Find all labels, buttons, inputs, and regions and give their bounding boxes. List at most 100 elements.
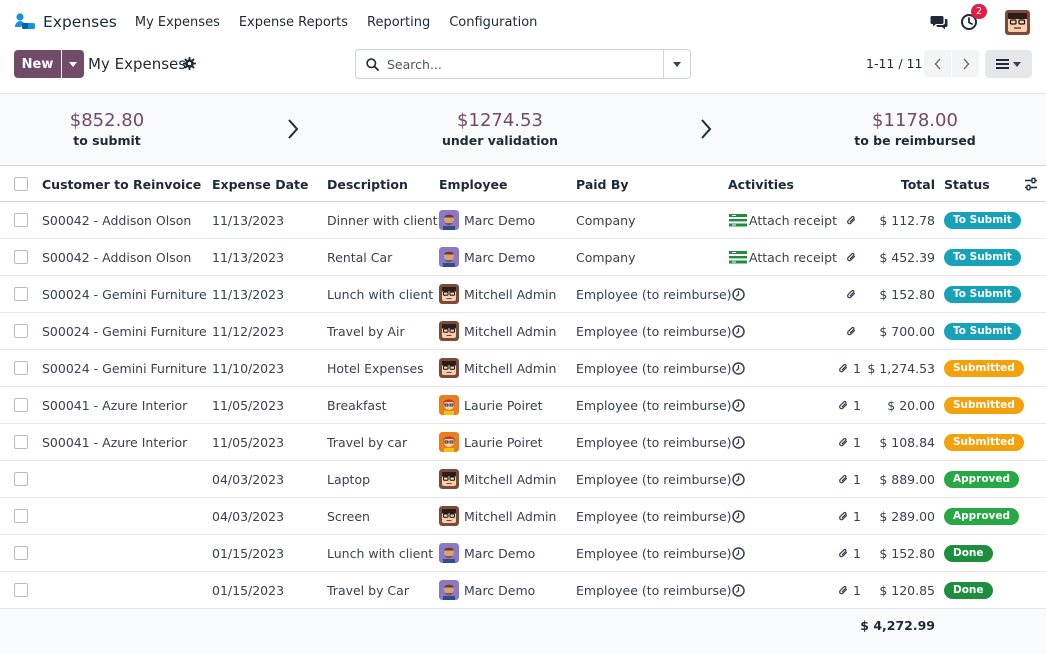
summary-label: to be reimbursed — [854, 133, 976, 148]
cell-attachments[interactable] — [846, 313, 857, 349]
row-checkbox[interactable] — [14, 472, 28, 486]
cell-activity[interactable] — [728, 572, 745, 608]
column-total[interactable]: Total — [900, 176, 935, 192]
cell-employee[interactable]: Marc Demo — [439, 535, 535, 571]
cell-attachments[interactable]: 1 — [838, 572, 861, 608]
cell-employee[interactable]: Laurie Poiret — [439, 424, 543, 460]
cell-employee[interactable]: Mitchell Admin — [439, 350, 556, 386]
menu-expense-reports[interactable]: Expense Reports — [238, 14, 349, 30]
cell-expense-date: 11/05/2023 — [212, 397, 285, 413]
new-dropdown-toggle[interactable] — [62, 50, 84, 78]
cell-activity[interactable] — [728, 276, 745, 312]
cell-employee[interactable]: Mitchell Admin — [439, 461, 556, 497]
cell-status: To Submit — [944, 276, 1021, 312]
cell-activity[interactable] — [728, 387, 745, 423]
pager-next-button[interactable] — [952, 50, 979, 77]
cell-attachments[interactable]: 1 — [838, 424, 861, 460]
table-row[interactable]: 01/15/2023 Lunch with client Marc Demo Empl… — [0, 535, 1046, 572]
row-checkbox[interactable] — [14, 546, 28, 560]
table-row[interactable]: S00042 - Addison Olson 11/13/2023 Dinner w… — [0, 202, 1046, 239]
summary-to-be-reimbursed[interactable]: $1178.00 to be reimbursed — [825, 94, 1005, 166]
table-row[interactable]: S00024 - Gemini Furniture 11/10/2023 Hotel… — [0, 350, 1046, 387]
activity-menu[interactable]: 2 — [960, 4, 987, 31]
chevron-right-icon — [962, 57, 970, 70]
cell-employee[interactable]: Marc Demo — [439, 572, 535, 608]
summary-under-validation[interactable]: $1274.53 under validation — [410, 94, 590, 166]
pager-value[interactable]: 1-11 / 11 — [866, 56, 923, 71]
cell-employee[interactable]: Marc Demo — [439, 202, 535, 238]
cell-activity[interactable] — [728, 498, 745, 534]
cell-employee[interactable]: Mitchell Admin — [439, 498, 556, 534]
summary-to-submit[interactable]: $852.80 to submit — [22, 94, 192, 166]
menu-my-expenses[interactable]: My Expenses — [134, 14, 220, 30]
table-row[interactable]: S00042 - Addison Olson 11/13/2023 Rental C… — [0, 239, 1046, 276]
attachment-count: 1 — [853, 434, 861, 450]
gear-icon[interactable] — [183, 57, 196, 70]
view-switcher-button[interactable] — [985, 50, 1032, 78]
column-activities[interactable]: Activities — [728, 176, 794, 192]
row-checkbox[interactable] — [14, 287, 28, 301]
cell-paid-by: Company — [576, 249, 636, 265]
cell-attachments[interactable]: 1 — [838, 461, 861, 497]
search-input[interactable] — [387, 51, 659, 77]
row-checkbox[interactable] — [14, 435, 28, 449]
cell-employee[interactable]: Mitchell Admin — [439, 313, 556, 349]
menu-reporting[interactable]: Reporting — [367, 14, 431, 30]
chat-icon[interactable] — [930, 14, 948, 30]
table-footer: $ 4,272.99 — [0, 609, 1046, 654]
status-badge: Approved — [944, 470, 1020, 488]
column-expense-date[interactable]: Expense Date — [212, 176, 309, 192]
cell-activity[interactable]: Attach receipt — [729, 202, 837, 238]
search-options-toggle[interactable] — [663, 50, 690, 78]
cell-attachments[interactable]: 1 — [838, 350, 861, 386]
table-row[interactable]: 01/15/2023 Travel by Car Marc Demo Employee… — [0, 572, 1046, 609]
column-customer-to-reinvoice[interactable]: Customer to Reinvoice — [42, 176, 202, 192]
pager-previous-button[interactable] — [924, 50, 951, 77]
cell-activity[interactable]: Attach receipt — [729, 239, 837, 275]
employee-name: Marc Demo — [464, 212, 536, 228]
cell-activity[interactable] — [728, 461, 745, 497]
cell-activity[interactable] — [728, 313, 745, 349]
cell-attachments[interactable] — [846, 276, 857, 312]
user-avatar[interactable] — [1005, 9, 1030, 35]
column-employee[interactable]: Employee — [439, 176, 508, 192]
employee-avatar — [439, 432, 459, 452]
menu-configuration[interactable]: Configuration — [449, 14, 538, 30]
row-checkbox[interactable] — [14, 583, 28, 597]
cell-attachments[interactable] — [846, 239, 857, 275]
select-all-checkbox[interactable] — [14, 177, 28, 191]
cell-attachments[interactable]: 1 — [838, 535, 861, 571]
column-paid-by[interactable]: Paid By — [576, 176, 629, 192]
cell-attachments[interactable]: 1 — [838, 498, 861, 534]
table-row[interactable]: 04/03/2023 Laptop Mitchell Admin Employee (… — [0, 461, 1046, 498]
new-button[interactable]: New — [14, 50, 61, 78]
cell-activity[interactable] — [728, 424, 745, 460]
column-description[interactable]: Description — [327, 176, 408, 192]
row-checkbox[interactable] — [14, 398, 28, 412]
row-checkbox[interactable] — [14, 250, 28, 264]
paperclip-icon — [839, 474, 848, 483]
row-checkbox[interactable] — [14, 324, 28, 338]
row-checkbox[interactable] — [14, 213, 28, 227]
cell-employee[interactable]: Marc Demo — [439, 239, 535, 275]
table-row[interactable]: S00024 - Gemini Furniture 11/13/2023 Lunch… — [0, 276, 1046, 313]
row-checkbox[interactable] — [14, 361, 28, 375]
cell-attachments[interactable]: 1 — [838, 387, 861, 423]
activity-counter-badge: 2 — [971, 4, 987, 19]
cell-activity[interactable] — [728, 535, 745, 571]
table-row[interactable]: S00041 - Azure Interior 11/05/2023 Travel … — [0, 424, 1046, 461]
employee-avatar — [439, 506, 459, 526]
cell-status: Submitted — [944, 424, 1024, 460]
cell-employee[interactable]: Laurie Poiret — [439, 387, 543, 423]
app-brand[interactable]: Expenses — [14, 0, 117, 44]
cell-activity[interactable] — [728, 350, 745, 386]
cell-employee[interactable]: Mitchell Admin — [439, 276, 556, 312]
table-row[interactable]: S00041 - Azure Interior 11/05/2023 Breakfa… — [0, 387, 1046, 424]
row-checkbox[interactable] — [14, 509, 28, 523]
table-row[interactable]: S00024 - Gemini Furniture 11/12/2023 Trave… — [0, 313, 1046, 350]
clock-activity-icon — [732, 361, 745, 375]
cell-attachments[interactable] — [846, 202, 857, 238]
sliders-icon[interactable] — [1024, 177, 1038, 191]
column-status[interactable]: Status — [944, 176, 990, 192]
table-row[interactable]: 04/03/2023 Screen Mitchell Admin Employee (… — [0, 498, 1046, 535]
